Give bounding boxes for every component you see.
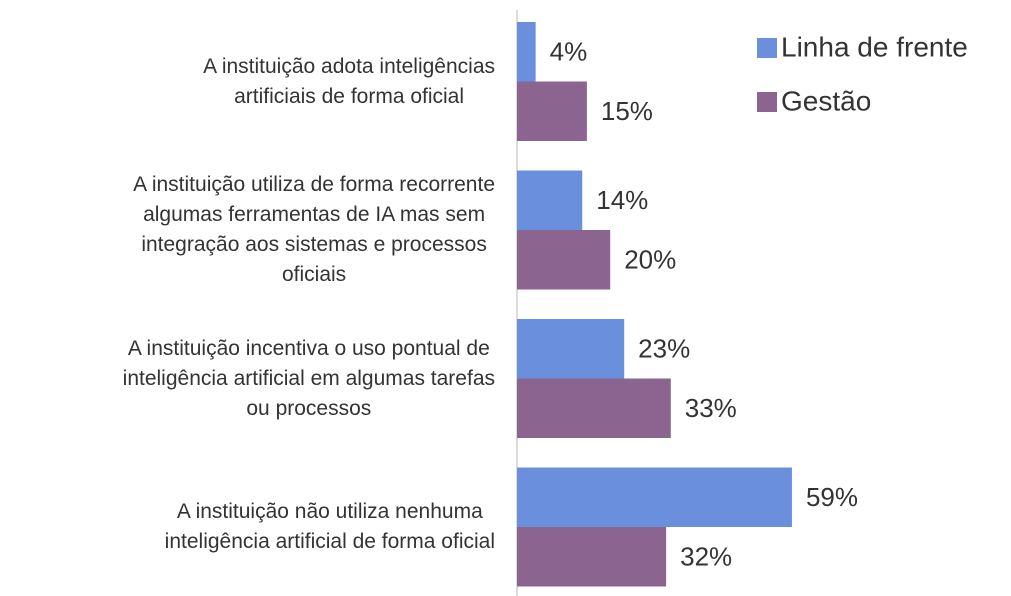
- value-label: 15%: [601, 96, 653, 126]
- legend-label: Linha de frente: [781, 31, 968, 62]
- category-label: A instituição incentiva o uso pontual de…: [122, 336, 495, 420]
- legend-swatch: [757, 92, 777, 112]
- bar: [517, 81, 587, 141]
- category-label: A instituição utiliza de forma recorrent…: [133, 173, 495, 286]
- legend-label: Gestão: [781, 85, 871, 116]
- value-label: 32%: [680, 542, 732, 572]
- bar: [517, 319, 625, 379]
- value-label: 4%: [550, 37, 588, 67]
- bar: [517, 527, 667, 587]
- value-label: 20%: [624, 245, 676, 275]
- bar: [517, 22, 536, 82]
- legend-swatch: [757, 38, 777, 58]
- bar: [517, 378, 671, 438]
- bar: [517, 230, 611, 290]
- value-label: 33%: [685, 393, 737, 423]
- value-label: 59%: [806, 482, 858, 512]
- bar: [517, 170, 583, 230]
- bar: [517, 467, 792, 527]
- value-label: 23%: [638, 334, 690, 364]
- value-label: 14%: [596, 185, 648, 215]
- category-label: A instituição adota inteligências artifi…: [203, 54, 495, 108]
- category-label: A instituição não utiliza nenhuma inteli…: [164, 500, 495, 553]
